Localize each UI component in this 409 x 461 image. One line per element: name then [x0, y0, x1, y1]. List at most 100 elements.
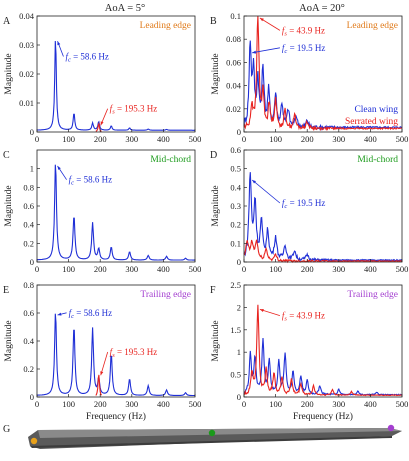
- column-header-right: AoA = 20°: [299, 3, 345, 14]
- x-tick-label: 200: [301, 264, 314, 274]
- x-axis-label: Frequency (Hz): [293, 411, 353, 422]
- panel-c: 0 0.2 0.4 0.6 0.8 1 0 100 200 300 400 500 Magnitude C…: [3, 149, 202, 274]
- series-serrated-line: [243, 15, 403, 132]
- wing-panel: G: [3, 424, 402, 449]
- x-tick-label: 100: [62, 399, 75, 409]
- series-serrated-line: [95, 374, 102, 396]
- wing-top-surface: [38, 428, 402, 438]
- x-tick-label: 300: [332, 399, 345, 409]
- x-tick-label: 300: [125, 264, 138, 274]
- y-tick-label: 0.06: [226, 57, 241, 67]
- plot-frame: [36, 15, 196, 133]
- panels: 00.010.020.030.040 100 200 300 400 500Magnitu…: [3, 11, 408, 422]
- y-tick-label: 0: [30, 257, 34, 267]
- y-tick-label: 0: [30, 392, 34, 402]
- x-tick-label: 0: [242, 399, 246, 409]
- region-label: Mid-chord: [150, 155, 191, 165]
- y-tick-label: 0.02: [226, 104, 241, 114]
- sensor-leading-edge-marker: [30, 437, 38, 445]
- x-tick-label: 200: [301, 399, 314, 409]
- panel-letter: B: [210, 16, 217, 27]
- annotation-label: fc = 58.6 Hz: [65, 52, 108, 64]
- x-tick-label: 100: [269, 134, 282, 144]
- y-axis-label: Magnitude: [211, 185, 221, 226]
- series-clean-line: [243, 172, 403, 263]
- x-tick-label: 300: [125, 399, 138, 409]
- series-serrated-line: [243, 239, 403, 264]
- y-tick-label: 0.1: [230, 238, 241, 248]
- y-tick-label: 0.8: [23, 182, 34, 192]
- y-axis-label: Magnitude: [211, 320, 221, 361]
- x-tick-label: 300: [332, 264, 345, 274]
- y-tick-label: 0.8: [23, 280, 34, 290]
- series-serrated-line: [243, 304, 402, 397]
- region-label: Trailing edge: [347, 290, 398, 300]
- panel-d: 0 0.1 0.2 0.3 0.4 0.5 0.6 0 100 200 300 400 500 Magni…: [210, 145, 408, 274]
- panel-letter-g: G: [3, 424, 10, 435]
- y-tick-label: 0.2: [23, 238, 34, 248]
- y-tick-label: 0.03: [19, 40, 34, 50]
- y-tick-label: 0.4: [230, 182, 241, 192]
- x-tick-label: 0: [35, 399, 39, 409]
- x-tick-label: 200: [301, 134, 314, 144]
- region-label: Mid-chord: [357, 155, 398, 165]
- annotation-arrowhead: [259, 309, 264, 312]
- x-tick-label: 100: [269, 399, 282, 409]
- y-tick-label: 0.5: [230, 164, 241, 174]
- annotation-arrowhead: [252, 50, 257, 54]
- series-clean-line: [37, 313, 195, 397]
- plot-frame: [36, 284, 196, 398]
- y-tick-label: 2.5: [230, 280, 241, 290]
- x-tick-label: 300: [332, 134, 345, 144]
- x-tick-label: 0: [242, 134, 246, 144]
- region-label: Leading edge: [347, 21, 398, 31]
- x-tick-label: 100: [62, 134, 75, 144]
- y-tick-label: 2: [237, 302, 241, 312]
- sensor-mid-chord-marker: [208, 429, 216, 437]
- x-tick-label: 500: [189, 399, 202, 409]
- y-tick-label: 0.04: [226, 81, 242, 91]
- y-tick-label: 0.3: [230, 201, 241, 211]
- annotation-label: fs = 195.3 Hz: [110, 347, 158, 359]
- y-tick-label: 0: [237, 392, 241, 402]
- annotation-arrowhead: [259, 18, 264, 22]
- region-label: Leading edge: [140, 21, 191, 31]
- panel-a: 0 0.01 0.02 0.03 0.04 0 100 200 300 400 500 Magnitu…: [3, 11, 201, 144]
- y-tick-label: 0.04: [19, 11, 35, 21]
- x-tick-label: 500: [189, 264, 202, 274]
- panel-b: 0 0.02 0.04 0.06 0.08 0.1 0 100 200 300 400 500 Magn…: [210, 11, 408, 144]
- x-tick-label: 400: [157, 264, 170, 274]
- y-axis-label: Magnitude: [4, 53, 14, 94]
- annotation-arrow: [252, 47, 280, 54]
- annotation-arrowhead: [57, 312, 62, 316]
- y-tick-label: 0: [30, 127, 34, 137]
- annotation-arrow: [100, 351, 109, 376]
- column-header-left: AoA = 5°: [105, 3, 145, 14]
- y-axis-label: Magnitude: [4, 185, 14, 226]
- y-tick-label: 0.4: [23, 220, 34, 230]
- y-tick-label: 0.2: [230, 220, 241, 230]
- region-label: Trailing edge: [140, 290, 191, 300]
- y-tick-label: 1: [237, 347, 241, 357]
- panel-letter: D: [210, 150, 217, 161]
- panel-letter: A: [3, 16, 11, 27]
- y-tick-label: 0: [237, 257, 241, 267]
- wing-edge-highlight: [30, 436, 392, 448]
- x-tick-label: 200: [94, 399, 107, 409]
- annotation-label: fs = 195.3 Hz: [110, 104, 158, 116]
- y-tick-label: 0.6: [23, 308, 34, 318]
- x-tick-label: 0: [35, 264, 39, 274]
- annotation-label: fs = 43.9 Hz: [282, 25, 325, 37]
- plot-frame: [36, 149, 196, 263]
- sensor-trailing-edge-marker: [387, 424, 395, 432]
- x-tick-label: 500: [396, 399, 409, 409]
- x-tick-label: 400: [364, 134, 377, 144]
- x-tick-label: 500: [396, 264, 409, 274]
- y-tick-label: 0.6: [230, 145, 241, 155]
- annotation-arrowhead: [100, 371, 104, 376]
- x-tick-label: 0: [242, 264, 246, 274]
- series-clean-line: [37, 40, 195, 131]
- annotation-label: fc = 19.5 Hz: [282, 43, 325, 55]
- x-tick-label: 0: [35, 134, 39, 144]
